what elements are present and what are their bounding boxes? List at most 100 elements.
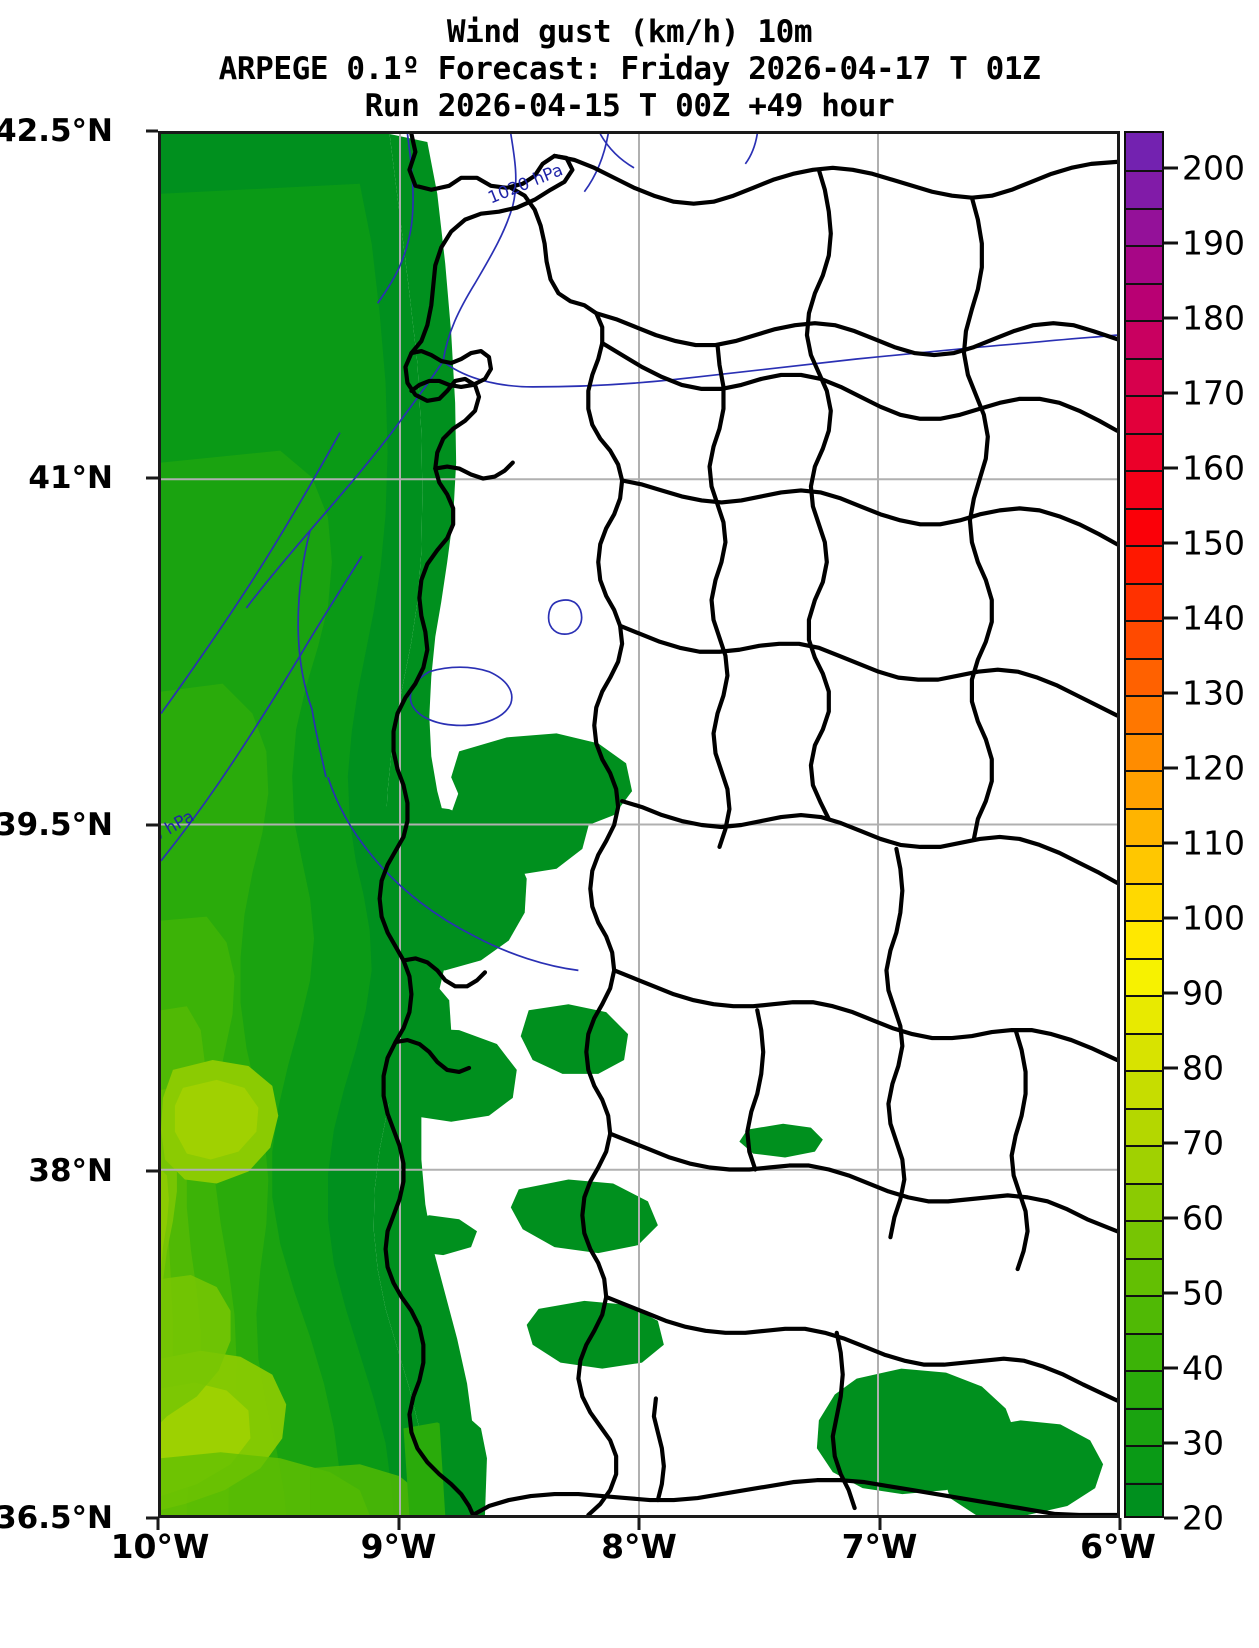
colorbar-tick-label: 50 bbox=[1182, 1273, 1224, 1313]
colorbar-band bbox=[1126, 507, 1162, 546]
colorbar-band bbox=[1126, 282, 1162, 321]
colorbar-tick-label: 170 bbox=[1182, 373, 1245, 413]
colorbar-tick bbox=[1164, 1516, 1178, 1520]
colorbar-tick-label: 40 bbox=[1182, 1348, 1224, 1388]
chart-title-block: Wind gust (km/h) 10m ARPEGE 0.1º Forecas… bbox=[0, 14, 1259, 125]
colorbar-band-divider bbox=[1126, 732, 1162, 735]
x-tick-8w bbox=[637, 1518, 641, 1530]
colorbar-tick-label: 150 bbox=[1182, 523, 1245, 563]
colorbar-tick bbox=[1164, 616, 1178, 620]
colorbar-tick bbox=[1164, 1141, 1178, 1145]
colorbar-band-divider bbox=[1126, 1332, 1162, 1335]
colorbar-band-divider bbox=[1126, 1370, 1162, 1373]
colorbar-tick bbox=[1164, 466, 1178, 470]
x-axis-label-9w: 9°W bbox=[360, 1527, 437, 1566]
x-tick-7w bbox=[878, 1518, 881, 1530]
colorbar[interactable] bbox=[1124, 131, 1164, 1518]
colorbar-band bbox=[1126, 320, 1162, 358]
colorbar-band-divider bbox=[1126, 1070, 1162, 1073]
colorbar-band bbox=[1126, 1070, 1162, 1108]
graticule bbox=[161, 134, 1117, 1515]
y-axis-label-36_5: 36.5°N bbox=[0, 1500, 113, 1536]
y-tick-38 bbox=[146, 1169, 158, 1173]
colorbar-band-divider bbox=[1126, 1220, 1162, 1223]
x-axis-label-6w: 6°W bbox=[1080, 1527, 1156, 1566]
colorbar-band-divider bbox=[1126, 282, 1162, 285]
colorbar-band-divider bbox=[1126, 695, 1162, 698]
colorbar-band-divider bbox=[1126, 995, 1162, 998]
colorbar-band bbox=[1126, 1444, 1162, 1483]
colorbar-band bbox=[1126, 245, 1162, 283]
colorbar-tick-label: 90 bbox=[1182, 973, 1224, 1013]
colorbar-tick-label: 160 bbox=[1182, 448, 1245, 488]
colorbar-band bbox=[1126, 207, 1162, 246]
colorbar-tick bbox=[1164, 316, 1178, 320]
x-axis-label-8w: 8°W bbox=[601, 1527, 677, 1566]
colorbar-tick bbox=[1164, 991, 1178, 995]
colorbar-band-divider bbox=[1126, 1482, 1162, 1485]
x-tick-10w bbox=[156, 1518, 160, 1530]
colorbar-tick bbox=[1164, 1366, 1178, 1370]
colorbar-band bbox=[1126, 995, 1162, 1033]
colorbar-band-divider bbox=[1126, 807, 1162, 810]
colorbar-band-divider bbox=[1126, 357, 1162, 360]
colorbar-band-divider bbox=[1126, 1182, 1162, 1185]
colorbar-tick bbox=[1164, 1441, 1178, 1445]
colorbar-band-divider bbox=[1126, 1032, 1162, 1035]
colorbar-tick-label: 140 bbox=[1182, 598, 1245, 638]
colorbar-band-divider bbox=[1126, 470, 1162, 473]
y-axis-label-41: 41°N bbox=[28, 459, 113, 496]
colorbar-band bbox=[1126, 1107, 1162, 1146]
colorbar-band-divider bbox=[1126, 432, 1162, 435]
colorbar-band-divider bbox=[1126, 395, 1162, 398]
colorbar-band bbox=[1126, 1332, 1162, 1370]
y-tick-36_5 bbox=[146, 1516, 158, 1520]
colorbar-band bbox=[1126, 620, 1162, 658]
colorbar-band bbox=[1126, 170, 1162, 208]
y-tick-39_5 bbox=[146, 823, 158, 826]
contour-band-55-70 bbox=[161, 1129, 177, 1309]
colorbar-band-divider bbox=[1126, 245, 1162, 248]
x-tick-9w bbox=[397, 1518, 400, 1530]
colorbar-band-divider bbox=[1126, 1257, 1162, 1260]
colorbar-band-divider bbox=[1126, 770, 1162, 773]
isobar-lines bbox=[161, 134, 1117, 972]
colorbar-band bbox=[1126, 1482, 1162, 1516]
colorbar-tick bbox=[1164, 241, 1178, 245]
colorbar-tick-label: 110 bbox=[1182, 823, 1245, 863]
colorbar-band-divider bbox=[1126, 920, 1162, 923]
colorbar-tick-label: 180 bbox=[1182, 298, 1245, 338]
colorbar-band-divider bbox=[1126, 170, 1162, 173]
colorbar-tick bbox=[1164, 391, 1178, 395]
colorbar-band bbox=[1126, 920, 1162, 958]
colorbar-band bbox=[1126, 357, 1162, 396]
colorbar-tick bbox=[1164, 1066, 1178, 1070]
colorbar-tick-label: 200 bbox=[1182, 148, 1245, 188]
colorbar-band bbox=[1126, 807, 1162, 846]
colorbar-tick-label: 100 bbox=[1182, 898, 1245, 938]
colorbar-band bbox=[1126, 432, 1162, 471]
colorbar-band bbox=[1126, 1369, 1162, 1408]
colorbar-band-divider bbox=[1126, 1107, 1162, 1110]
colorbar-tick-label: 60 bbox=[1182, 1198, 1224, 1238]
colorbar-tick bbox=[1164, 766, 1178, 770]
colorbar-band bbox=[1126, 1295, 1162, 1333]
coastline-and-borders bbox=[377, 134, 1117, 1515]
colorbar-band bbox=[1126, 1182, 1162, 1221]
colorbar-band-divider bbox=[1126, 657, 1162, 660]
colorbar-band-divider bbox=[1126, 582, 1162, 585]
colorbar-band bbox=[1126, 732, 1162, 771]
colorbar-band-divider bbox=[1126, 207, 1162, 210]
page-title: Wind gust (km/h) 10m bbox=[446, 14, 813, 50]
isobar-label-1020: 1020 hPa bbox=[485, 159, 566, 207]
colorbar-band bbox=[1126, 1032, 1162, 1071]
map-plot-area[interactable]: 1020 hPa 0 hPa bbox=[158, 131, 1120, 1518]
colorbar-band bbox=[1126, 470, 1162, 508]
colorbar-band-divider bbox=[1126, 507, 1162, 510]
forecast-subtitle: ARPEGE 0.1º Forecast: Friday 2026-04-17 … bbox=[218, 51, 1041, 87]
colorbar-band bbox=[1126, 882, 1162, 921]
colorbar-tick-label: 20 bbox=[1182, 1498, 1224, 1538]
x-tick-6w bbox=[1118, 1518, 1122, 1530]
colorbar-band bbox=[1126, 1145, 1162, 1183]
colorbar-tick bbox=[1164, 1216, 1178, 1220]
